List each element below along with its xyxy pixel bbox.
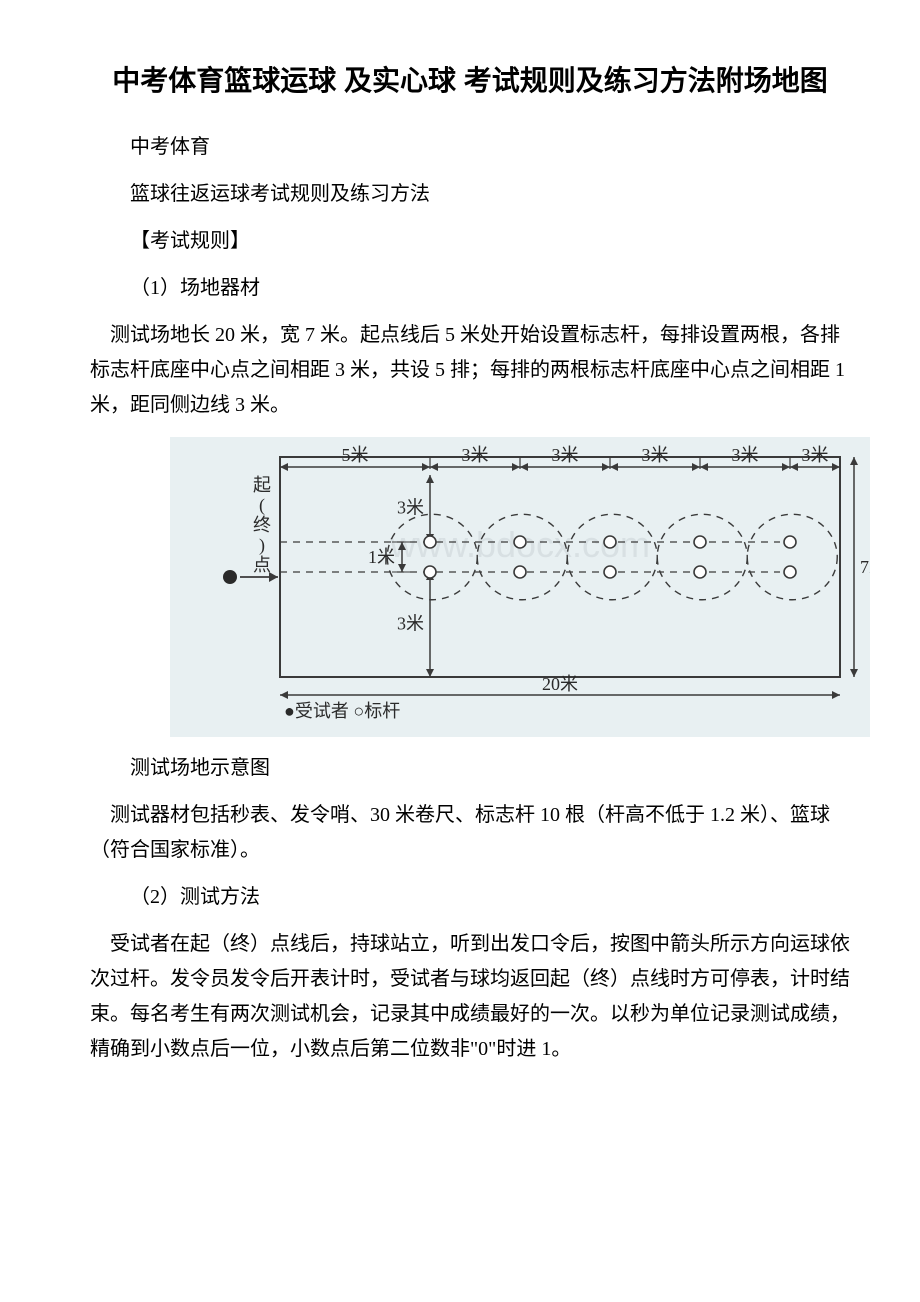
page-title: 中考体育篮球运球 及实心球 考试规则及练习方法附场地图 (90, 60, 850, 102)
svg-text:3米: 3米 (642, 445, 669, 465)
paragraph-equipment: 测试器材包括秒表、发令哨、30 米卷尺、标志杆 10 根（杆高不低于 1.2 米… (90, 798, 850, 868)
svg-text:1米: 1米 (368, 547, 395, 567)
diagram-caption: 测试场地示意图 (90, 751, 850, 786)
heading-test-method: （2）测试方法 (90, 880, 850, 915)
field-diagram: www.bdocx.com5米3米3米3米3米3米3米3米1米7米20米起(终)… (170, 437, 870, 737)
line-subject: 中考体育 (90, 130, 850, 165)
svg-text:5米: 5米 (342, 445, 369, 465)
svg-text:终: 终 (253, 515, 271, 535)
svg-text:3米: 3米 (462, 445, 489, 465)
svg-text:3米: 3米 (397, 498, 424, 518)
svg-text:): ) (259, 535, 265, 556)
svg-text:3米: 3米 (802, 445, 829, 465)
svg-text:起: 起 (253, 475, 271, 495)
svg-text:●受试者 ○标杆: ●受试者 ○标杆 (284, 701, 400, 721)
svg-text:3米: 3米 (552, 445, 579, 465)
heading-rules: 【考试规则】 (90, 224, 850, 259)
svg-text:3米: 3米 (397, 614, 424, 634)
line-topic: 篮球往返运球考试规则及练习方法 (90, 177, 850, 212)
heading-field-equipment: （1）场地器材 (90, 271, 850, 306)
svg-text:20米: 20米 (542, 674, 578, 694)
svg-text:(: ( (259, 495, 265, 516)
svg-text:7米: 7米 (860, 557, 870, 577)
paragraph-method: 受试者在起（终）点线后，持球站立，听到出发口令后，按图中箭头所示方向运球依次过杆… (90, 927, 850, 1067)
svg-text:点: 点 (253, 555, 271, 575)
paragraph-field: 测试场地长 20 米，宽 7 米。起点线后 5 米处开始设置标志杆，每排设置两根… (90, 318, 850, 423)
svg-text:3米: 3米 (732, 445, 759, 465)
